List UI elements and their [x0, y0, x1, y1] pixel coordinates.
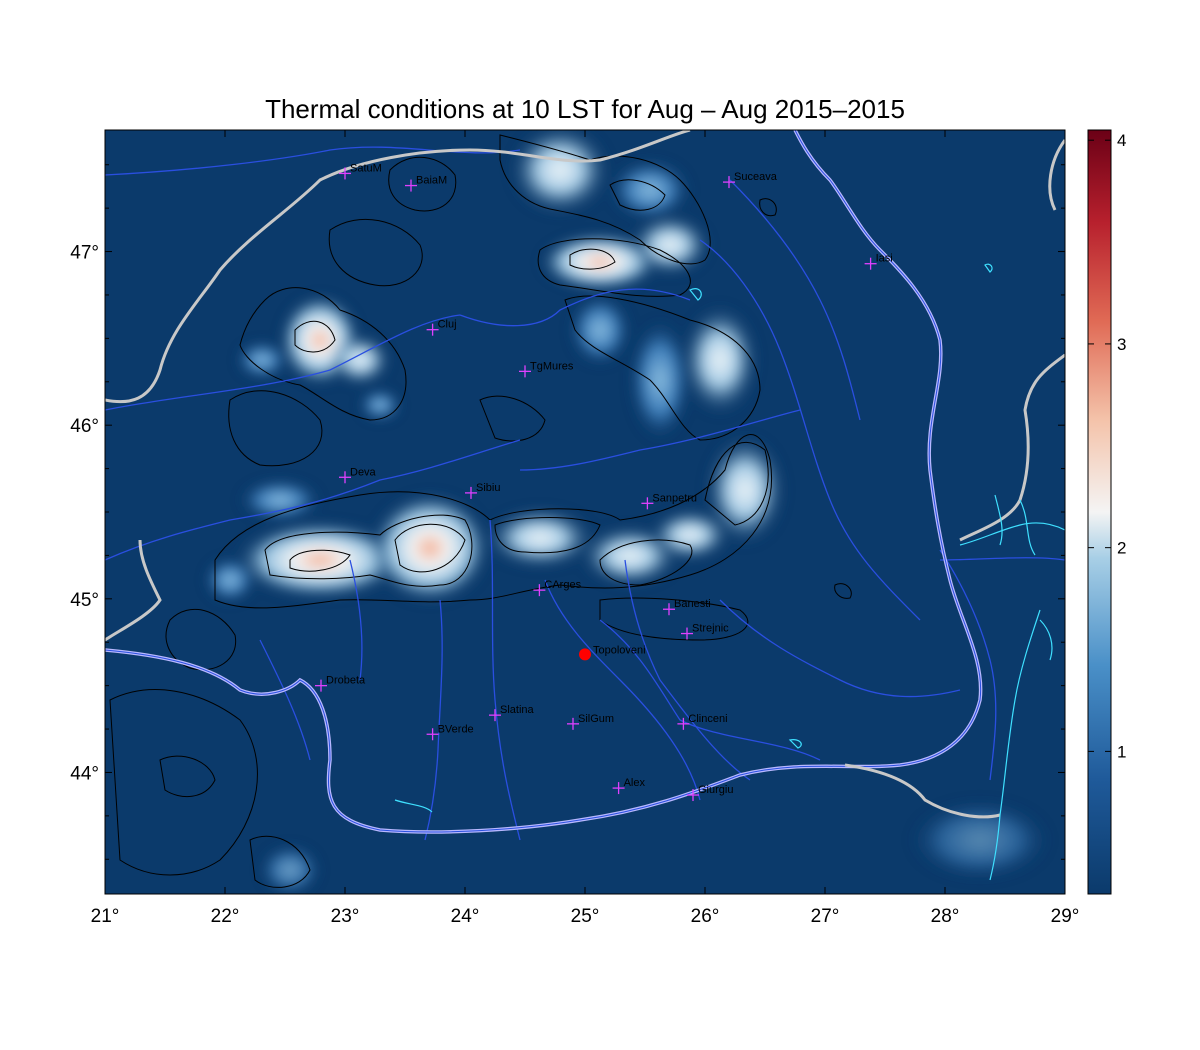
city-marker: Banesti	[663, 598, 711, 616]
city-label: TgMures	[530, 360, 574, 372]
city-marker: Iasi	[864, 253, 893, 270]
city-label: SatuM	[350, 162, 382, 174]
city-label: Strejnic	[692, 623, 729, 635]
x-tick-label: 25°	[571, 906, 600, 927]
y-tick-label: 47°	[70, 243, 99, 264]
thermal-field	[205, 130, 1050, 894]
city-label: Sanpetru	[652, 492, 697, 504]
city-marker: Drobeta	[315, 675, 366, 692]
x-tick-label: 23°	[331, 906, 360, 927]
city-marker: Suceava	[723, 171, 778, 189]
city-label: Slatina	[500, 704, 535, 716]
city-marker: SatuM	[339, 162, 382, 180]
y-tick-label: 45°	[70, 590, 99, 611]
city-label: Clinceni	[688, 713, 727, 725]
highlight-city-dot	[579, 648, 591, 661]
map-title: Thermal conditions at 10 LST for Aug – A…	[265, 94, 905, 124]
city-label: Banesti	[674, 598, 711, 610]
city-label: Alex	[624, 777, 646, 789]
city-marker: Cluj	[426, 319, 457, 336]
x-tick-label: 28°	[931, 906, 960, 927]
city-label: BVerde	[438, 723, 474, 735]
city-label: Deva	[350, 466, 377, 478]
highlight-city-label: Topoloveni	[593, 644, 646, 656]
highlight-city: Topoloveni	[579, 644, 646, 661]
city-label: BaiaM	[416, 175, 447, 187]
colorbar-ticks: 1 2 3 4	[1088, 131, 1126, 761]
city-label: CArges	[544, 579, 581, 591]
contour-lines	[109, 134, 852, 888]
x-tick-label: 21°	[91, 906, 120, 927]
city-marker: Giurgiu	[687, 784, 733, 802]
y-tick-label: 46°	[70, 416, 99, 437]
city-label: Drobeta	[326, 675, 366, 687]
city-marker: Alex	[612, 777, 646, 795]
city-label: Iasi	[876, 253, 893, 265]
x-tick-label: 26°	[691, 906, 720, 927]
colorbar-tick-label: 2	[1117, 539, 1126, 558]
national-borders	[105, 130, 1065, 819]
city-label: Sibiu	[476, 482, 500, 494]
city-markers: SatuM BaiaM Suceava Iasi Cluj TgMures Deva Sibi…	[315, 162, 893, 802]
city-marker: SilGum	[567, 713, 614, 730]
city-marker: Sibiu	[465, 482, 500, 499]
axis-tick-labels: 21° 22° 23° 24° 25° 26° 27° 28° 29° 44° 45° 46° 47°	[70, 243, 1079, 927]
x-tick-label: 22°	[211, 906, 240, 927]
axis-ticks	[104, 130, 1066, 894]
colorbar: 1 2 3 4	[1087, 129, 1126, 895]
city-marker: Sanpetru	[641, 492, 697, 510]
city-label: Cluj	[438, 319, 457, 331]
colorbar-tick-label: 1	[1117, 742, 1126, 761]
lakes-coastline	[394, 263, 1065, 881]
city-label: SilGum	[578, 713, 614, 725]
colorbar-tick-label: 4	[1117, 131, 1126, 150]
city-label: Giurgiu	[698, 784, 733, 796]
city-marker: CArges	[533, 579, 582, 597]
city-marker: BaiaM	[405, 175, 447, 192]
city-marker: Deva	[339, 466, 377, 484]
city-marker: TgMures	[519, 360, 574, 378]
x-tick-label: 24°	[451, 906, 480, 927]
colorbar-tick-label: 3	[1117, 335, 1126, 354]
city-marker: Clinceni	[677, 713, 728, 730]
x-tick-label: 29°	[1051, 906, 1080, 927]
colorbar-gradient	[1087, 129, 1112, 895]
city-marker: Strejnic	[681, 623, 729, 640]
y-tick-label: 44°	[70, 763, 99, 784]
map-panel	[104, 129, 1066, 895]
city-marker: BVerde	[426, 723, 474, 741]
rivers	[105, 146, 1065, 841]
city-marker: Slatina	[489, 704, 535, 722]
city-label: Suceava	[734, 171, 778, 183]
x-tick-label: 27°	[811, 906, 840, 927]
